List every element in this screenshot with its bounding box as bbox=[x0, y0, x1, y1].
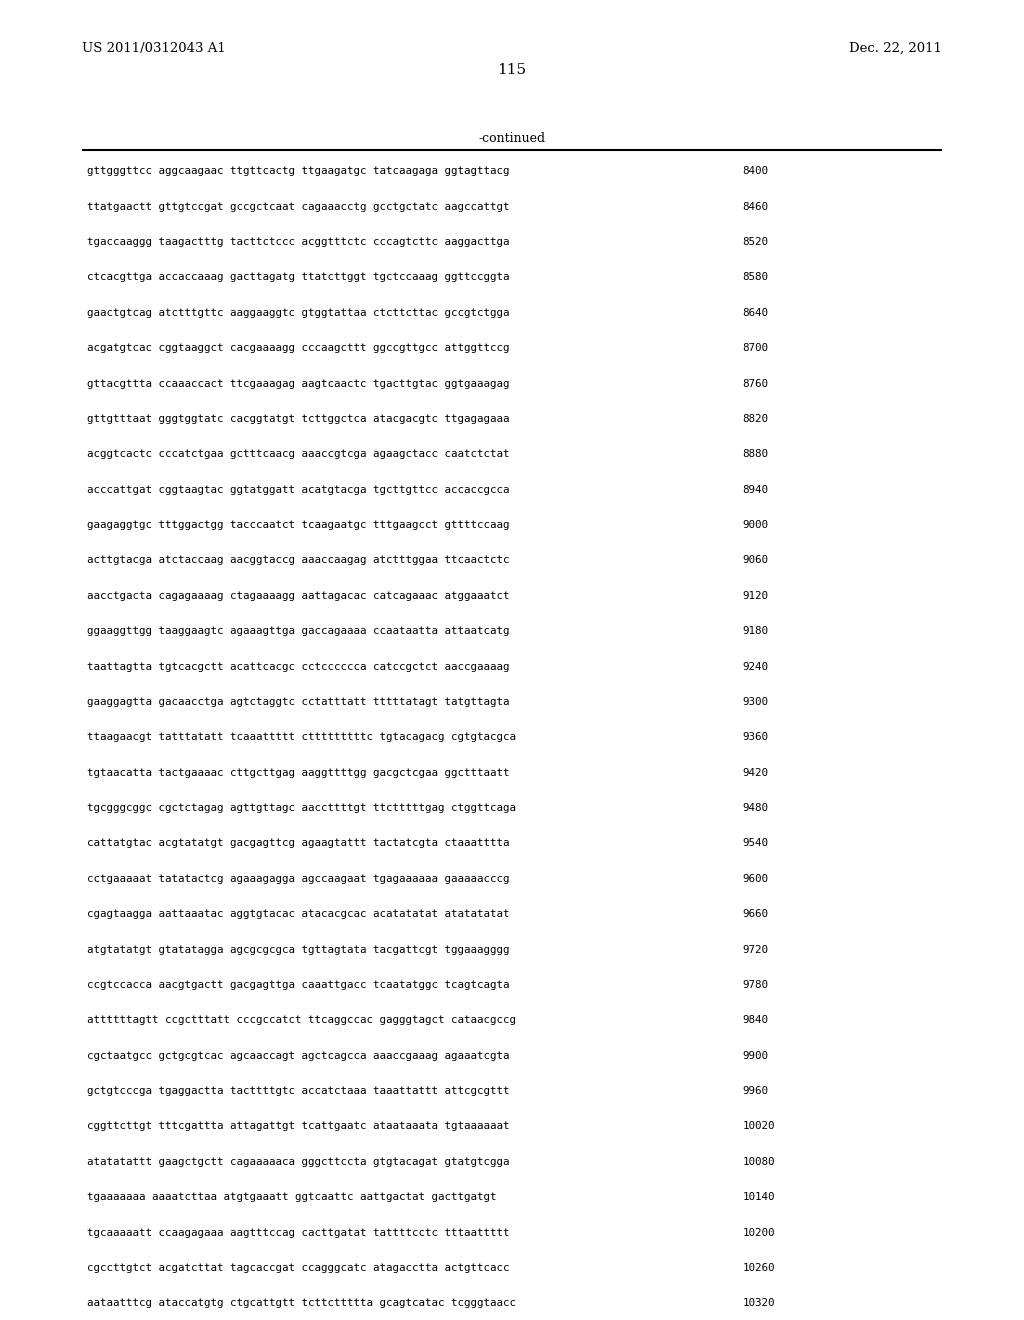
Text: 9780: 9780 bbox=[742, 979, 768, 990]
Text: gttgtttaat gggtggtatc cacggtatgt tcttggctca atacgacgtc ttgagagaaa: gttgtttaat gggtggtatc cacggtatgt tcttggc… bbox=[87, 414, 510, 424]
Text: 9420: 9420 bbox=[742, 768, 768, 777]
Text: aataatttcg ataccatgtg ctgcattgtt tcttcttttta gcagtcatac tcgggtaacc: aataatttcg ataccatgtg ctgcattgtt tcttctt… bbox=[87, 1299, 516, 1308]
Text: ttatgaactt gttgtccgat gccgctcaat cagaaacctg gcctgctatc aagccattgt: ttatgaactt gttgtccgat gccgctcaat cagaaac… bbox=[87, 202, 510, 211]
Text: tgaaaaaaa aaaatcttaa atgtgaaatt ggtcaattc aattgactat gacttgatgt: tgaaaaaaa aaaatcttaa atgtgaaatt ggtcaatt… bbox=[87, 1192, 497, 1203]
Text: tgcaaaaatt ccaagagaaa aagtttccag cacttgatat tattttcctc tttaattttt: tgcaaaaatt ccaagagaaa aagtttccag cacttga… bbox=[87, 1228, 510, 1238]
Text: 10020: 10020 bbox=[742, 1122, 775, 1131]
Text: gaagaggtgc tttggactgg tacccaatct tcaagaatgc tttgaagcct gttttccaag: gaagaggtgc tttggactgg tacccaatct tcaagaa… bbox=[87, 520, 510, 531]
Text: 8520: 8520 bbox=[742, 238, 768, 247]
Text: 8700: 8700 bbox=[742, 343, 768, 354]
Text: 8940: 8940 bbox=[742, 484, 768, 495]
Text: 8580: 8580 bbox=[742, 272, 768, 282]
Text: 9300: 9300 bbox=[742, 697, 768, 708]
Text: 9720: 9720 bbox=[742, 945, 768, 954]
Text: 9900: 9900 bbox=[742, 1051, 768, 1061]
Text: 10080: 10080 bbox=[742, 1156, 775, 1167]
Text: cctgaaaaat tatatactcg agaaagagga agccaagaat tgagaaaaaa gaaaaacccg: cctgaaaaat tatatactcg agaaagagga agccaag… bbox=[87, 874, 510, 884]
Text: gctgtcccga tgaggactta tacttttgtc accatctaaa taaattattt attcgcgttt: gctgtcccga tgaggactta tacttttgtc accatct… bbox=[87, 1086, 510, 1096]
Text: aacctgacta cagagaaaag ctagaaaagg aattagacac catcagaaac atggaaatct: aacctgacta cagagaaaag ctagaaaagg aattaga… bbox=[87, 591, 510, 601]
Text: 9180: 9180 bbox=[742, 626, 768, 636]
Text: 9000: 9000 bbox=[742, 520, 768, 531]
Text: 8460: 8460 bbox=[742, 202, 768, 211]
Text: cattatgtac acgtatatgt gacgagttcg agaagtattt tactatcgta ctaaatttta: cattatgtac acgtatatgt gacgagttcg agaagta… bbox=[87, 838, 510, 849]
Text: 8760: 8760 bbox=[742, 379, 768, 388]
Text: 10320: 10320 bbox=[742, 1299, 775, 1308]
Text: 9480: 9480 bbox=[742, 803, 768, 813]
Text: 8880: 8880 bbox=[742, 449, 768, 459]
Text: 115: 115 bbox=[498, 63, 526, 78]
Text: ctcacgttga accaccaaag gacttagatg ttatcttggt tgctccaaag ggttccggta: ctcacgttga accaccaaag gacttagatg ttatctt… bbox=[87, 272, 510, 282]
Text: 9060: 9060 bbox=[742, 556, 768, 565]
Text: US 2011/0312043 A1: US 2011/0312043 A1 bbox=[82, 42, 225, 55]
Text: cgagtaagga aattaaatac aggtgtacac atacacgcac acatatatat atatatatat: cgagtaagga aattaaatac aggtgtacac atacacg… bbox=[87, 909, 510, 919]
Text: cgctaatgcc gctgcgtcac agcaaccagt agctcagcca aaaccgaaag agaaatcgta: cgctaatgcc gctgcgtcac agcaaccagt agctcag… bbox=[87, 1051, 510, 1061]
Text: gttgggttcc aggcaagaac ttgttcactg ttgaagatgc tatcaagaga ggtagttacg: gttgggttcc aggcaagaac ttgttcactg ttgaaga… bbox=[87, 166, 510, 177]
Text: 10140: 10140 bbox=[742, 1192, 775, 1203]
Text: 8820: 8820 bbox=[742, 414, 768, 424]
Text: gaactgtcag atctttgttc aaggaaggtc gtggtattaa ctcttcttac gccgtctgga: gaactgtcag atctttgttc aaggaaggtc gtggtat… bbox=[87, 308, 510, 318]
Text: tgaccaaggg taagactttg tacttctccc acggtttctc cccagtcttc aaggacttga: tgaccaaggg taagactttg tacttctccc acggttt… bbox=[87, 238, 510, 247]
Text: 9840: 9840 bbox=[742, 1015, 768, 1026]
Text: taattagtta tgtcacgctt acattcacgc cctcccccca catccgctct aaccgaaaag: taattagtta tgtcacgctt acattcacgc cctcccc… bbox=[87, 661, 510, 672]
Text: attttttagtt ccgctttatt cccgccatct ttcaggccac gagggtagct cataacgccg: attttttagtt ccgctttatt cccgccatct ttcagg… bbox=[87, 1015, 516, 1026]
Text: -continued: -continued bbox=[478, 132, 546, 145]
Text: gaaggagtta gacaacctga agtctaggtc cctatttatt tttttatagt tatgttagta: gaaggagtta gacaacctga agtctaggtc cctattt… bbox=[87, 697, 510, 708]
Text: cgccttgtct acgatcttat tagcaccgat ccagggcatc atagacctta actgttcacc: cgccttgtct acgatcttat tagcaccgat ccagggc… bbox=[87, 1263, 510, 1272]
Text: 8400: 8400 bbox=[742, 166, 768, 177]
Text: tgcgggcggc cgctctagag agttgttagc aaccttttgt ttctttttgag ctggttcaga: tgcgggcggc cgctctagag agttgttagc aaccttt… bbox=[87, 803, 516, 813]
Text: ttaagaacgt tatttatatt tcaaattttt ctttttttttc tgtacagacg cgtgtacgca: ttaagaacgt tatttatatt tcaaattttt ctttttt… bbox=[87, 733, 516, 742]
Text: 9240: 9240 bbox=[742, 661, 768, 672]
Text: acgatgtcac cggtaaggct cacgaaaagg cccaagcttt ggccgttgcc attggttccg: acgatgtcac cggtaaggct cacgaaaagg cccaagc… bbox=[87, 343, 510, 354]
Text: acccattgat cggtaagtac ggtatggatt acatgtacga tgcttgttcc accaccgcca: acccattgat cggtaagtac ggtatggatt acatgta… bbox=[87, 484, 510, 495]
Text: 9540: 9540 bbox=[742, 838, 768, 849]
Text: 10200: 10200 bbox=[742, 1228, 775, 1238]
Text: atatatattt gaagctgctt cagaaaaaca gggcttccta gtgtacagat gtatgtcgga: atatatattt gaagctgctt cagaaaaaca gggcttc… bbox=[87, 1156, 510, 1167]
Text: cggttcttgt tttcgattta attagattgt tcattgaatc ataataaata tgtaaaaaat: cggttcttgt tttcgattta attagattgt tcattga… bbox=[87, 1122, 510, 1131]
Text: 8640: 8640 bbox=[742, 308, 768, 318]
Text: 9960: 9960 bbox=[742, 1086, 768, 1096]
Text: atgtatatgt gtatatagga agcgcgcgca tgttagtata tacgattcgt tggaaagggg: atgtatatgt gtatatagga agcgcgcgca tgttagt… bbox=[87, 945, 510, 954]
Text: ggaaggttgg taaggaagtc agaaagttga gaccagaaaa ccaataatta attaatcatg: ggaaggttgg taaggaagtc agaaagttga gaccaga… bbox=[87, 626, 510, 636]
Text: Dec. 22, 2011: Dec. 22, 2011 bbox=[849, 42, 942, 55]
Text: 9660: 9660 bbox=[742, 909, 768, 919]
Text: acttgtacga atctaccaag aacggtaccg aaaccaagag atctttggaa ttcaactctc: acttgtacga atctaccaag aacggtaccg aaaccaa… bbox=[87, 556, 510, 565]
Text: 9360: 9360 bbox=[742, 733, 768, 742]
Text: 9120: 9120 bbox=[742, 591, 768, 601]
Text: acggtcactc cccatctgaa gctttcaacg aaaccgtcga agaagctacc caatctctat: acggtcactc cccatctgaa gctttcaacg aaaccgt… bbox=[87, 449, 510, 459]
Text: tgtaacatta tactgaaaac cttgcttgag aaggttttgg gacgctcgaa ggctttaatt: tgtaacatta tactgaaaac cttgcttgag aaggttt… bbox=[87, 768, 510, 777]
Text: ccgtccacca aacgtgactt gacgagttga caaattgacc tcaatatggc tcagtcagta: ccgtccacca aacgtgactt gacgagttga caaattg… bbox=[87, 979, 510, 990]
Text: 9600: 9600 bbox=[742, 874, 768, 884]
Text: gttacgttta ccaaaccact ttcgaaagag aagtcaactc tgacttgtac ggtgaaagag: gttacgttta ccaaaccact ttcgaaagag aagtcaa… bbox=[87, 379, 510, 388]
Text: 10260: 10260 bbox=[742, 1263, 775, 1272]
